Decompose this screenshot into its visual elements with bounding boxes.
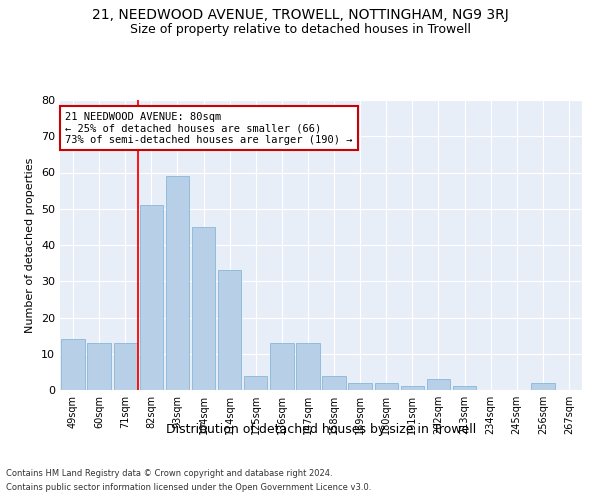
Bar — [453, 386, 476, 390]
Bar — [374, 383, 398, 390]
Text: Contains HM Land Registry data © Crown copyright and database right 2024.: Contains HM Land Registry data © Crown c… — [6, 468, 332, 477]
Bar — [88, 343, 111, 390]
Bar — [322, 376, 346, 390]
Bar — [218, 270, 241, 390]
Bar — [401, 386, 424, 390]
Text: Contains public sector information licensed under the Open Government Licence v3: Contains public sector information licen… — [6, 484, 371, 492]
Bar — [61, 339, 85, 390]
Bar — [113, 343, 137, 390]
Bar — [192, 227, 215, 390]
Bar — [531, 383, 554, 390]
Text: Size of property relative to detached houses in Trowell: Size of property relative to detached ho… — [130, 22, 470, 36]
Text: 21, NEEDWOOD AVENUE, TROWELL, NOTTINGHAM, NG9 3RJ: 21, NEEDWOOD AVENUE, TROWELL, NOTTINGHAM… — [92, 8, 508, 22]
Text: 21 NEEDWOOD AVENUE: 80sqm
← 25% of detached houses are smaller (66)
73% of semi-: 21 NEEDWOOD AVENUE: 80sqm ← 25% of detac… — [65, 112, 353, 145]
Bar — [270, 343, 293, 390]
Bar — [166, 176, 189, 390]
Y-axis label: Number of detached properties: Number of detached properties — [25, 158, 35, 332]
Bar — [244, 376, 268, 390]
Bar — [349, 383, 372, 390]
Bar — [296, 343, 320, 390]
Text: Distribution of detached houses by size in Trowell: Distribution of detached houses by size … — [166, 422, 476, 436]
Bar — [140, 205, 163, 390]
Bar — [427, 379, 450, 390]
